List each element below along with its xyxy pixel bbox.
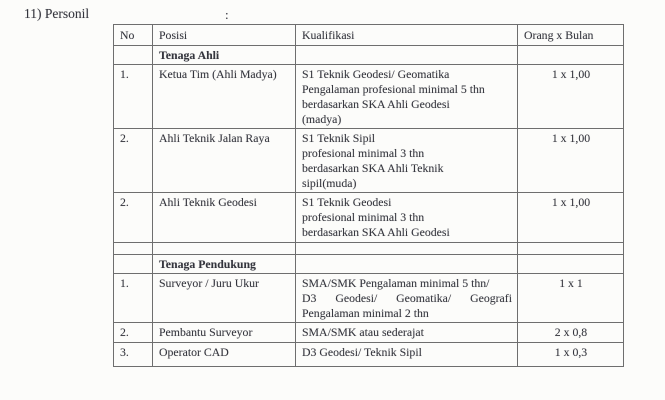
no-cell — [113, 254, 153, 274]
kualifikasi-line: berdasarkan SKA Ahli Teknik — [302, 161, 444, 175]
kualifikasi-cell: S1 Teknik Sipil profesional minimal 3 thn… — [295, 128, 518, 193]
orang-x-bulan-cell: 1 x 1,00 — [517, 128, 624, 193]
posisi-cell — [152, 242, 296, 255]
kualifikasi-cell: SMA/SMK Pengalaman minimal 5 thn/D3 Geod… — [295, 273, 518, 323]
table-row: 2. Ahli Teknik Jalan Raya S1 Teknik Sipil p… — [113, 128, 624, 193]
no-cell — [113, 242, 153, 255]
no-cell — [113, 45, 153, 65]
orang-x-bulan-cell: 1 x 0,3 — [517, 342, 624, 367]
kualifikasi-line: berdasarkan SKA Ahli Geodesi — [302, 225, 450, 239]
kualifikasi-line: S1 Teknik Geodesi — [302, 195, 392, 209]
kualifikasi-cell — [295, 45, 518, 65]
kualifikasi-line: berdasarkan SKA Ahli Geodesi — [302, 97, 450, 111]
posisi-cell: Ketua Tim (Ahli Madya) — [152, 64, 296, 129]
table-row: 2. Ahli Teknik Geodesi S1 Teknik Geodesi pr… — [113, 192, 624, 243]
no-cell: 3. — [113, 342, 153, 367]
kualifikasi-line: SMA/SMK atau sederajat — [302, 325, 424, 339]
kualifikasi-line: (madya) — [302, 112, 342, 126]
empty-row — [113, 242, 624, 255]
orang-x-bulan-cell — [517, 242, 624, 255]
header-orang-x-bulan: Orang x Bulan — [517, 24, 624, 46]
orang-x-bulan-cell: 1 x 1 — [517, 273, 624, 323]
orang-x-bulan-cell: 1 x 1,00 — [517, 64, 624, 129]
personil-table: No Posisi Kualifikasi Orang x Bulan Tena… — [113, 24, 624, 367]
no-cell: 2. — [113, 192, 153, 243]
kualifikasi-line: sipil(muda) — [302, 176, 357, 190]
heading-colon-separator: : — [225, 7, 229, 22]
kualifikasi-line: S1 Teknik Sipil — [302, 131, 376, 145]
table-row: 2. Pembantu Surveyor SMA/SMK atau sederaja… — [113, 322, 624, 343]
kualifikasi-cell: S1 Teknik Geodesi/ Geomatika Pengalaman p… — [295, 64, 518, 129]
posisi-cell: Operator CAD — [152, 342, 296, 367]
kualifikasi-line: D3 Geodesi/ Geomatika/ Geografi — [302, 291, 512, 305]
orang-x-bulan-cell — [517, 254, 624, 274]
no-cell: 2. — [113, 128, 153, 193]
kualifikasi-cell: SMA/SMK atau sederajat — [295, 322, 518, 343]
posisi-cell: Ahli Teknik Geodesi — [152, 192, 296, 243]
posisi-cell: Pembantu Surveyor — [152, 322, 296, 343]
table-row: 3. Operator CAD D3 Geodesi/ Teknik Sipil 1 … — [113, 342, 624, 367]
orang-x-bulan-cell: 1 x 1,00 — [517, 192, 624, 243]
posisi-cell: Surveyor / Juru Ukur — [152, 273, 296, 323]
header-no: No — [113, 24, 153, 46]
kualifikasi-line: profesional minimal 3 thn — [302, 146, 425, 160]
section-row: Tenaga Ahli — [113, 45, 624, 65]
table-row: 1. Ketua Tim (Ahli Madya) S1 Teknik Geodes… — [113, 64, 624, 129]
kualifikasi-line: S1 Teknik Geodesi/ Geomatika — [302, 67, 450, 81]
kualifikasi-cell — [295, 254, 518, 274]
kualifikasi-line: SMA/SMK Pengalaman minimal 5 thn/ — [302, 276, 490, 290]
table-header-row: No Posisi Kualifikasi Orang x Bulan — [113, 24, 624, 46]
section-row: Tenaga Pendukung — [113, 254, 624, 274]
section-label-cell: Tenaga Pendukung — [152, 254, 296, 274]
kualifikasi-line: D3 Geodesi/ Teknik Sipil — [302, 345, 422, 359]
no-cell: 1. — [113, 273, 153, 323]
personil-table-body: Tenaga Ahli 1. Ketua Tim (Ahli Madya) S1 Te… — [113, 45, 624, 367]
no-cell: 1. — [113, 64, 153, 129]
header-kualifikasi: Kualifikasi — [295, 24, 518, 46]
posisi-cell: Ahli Teknik Jalan Raya — [152, 128, 296, 193]
orang-x-bulan-cell — [517, 45, 624, 65]
kualifikasi-line: profesional minimal 3 thn — [302, 210, 425, 224]
kualifikasi-line: Pengalaman profesional minimal 5 thn — [302, 82, 485, 96]
header-posisi: Posisi — [152, 24, 296, 46]
section-label-cell: Tenaga Ahli — [152, 45, 296, 65]
kualifikasi-cell: S1 Teknik Geodesi profesional minimal 3 t… — [295, 192, 518, 243]
table-row: 1. Surveyor / Juru Ukur SMA/SMK Pengalaman… — [113, 273, 624, 323]
orang-x-bulan-cell: 2 x 0,8 — [517, 322, 624, 343]
kualifikasi-line: Pengalaman minimal 2 thn — [302, 306, 429, 320]
section-heading: 11) Personil — [24, 6, 90, 21]
kualifikasi-cell: D3 Geodesi/ Teknik Sipil — [295, 342, 518, 367]
no-cell: 2. — [113, 322, 153, 343]
kualifikasi-cell — [295, 242, 518, 255]
